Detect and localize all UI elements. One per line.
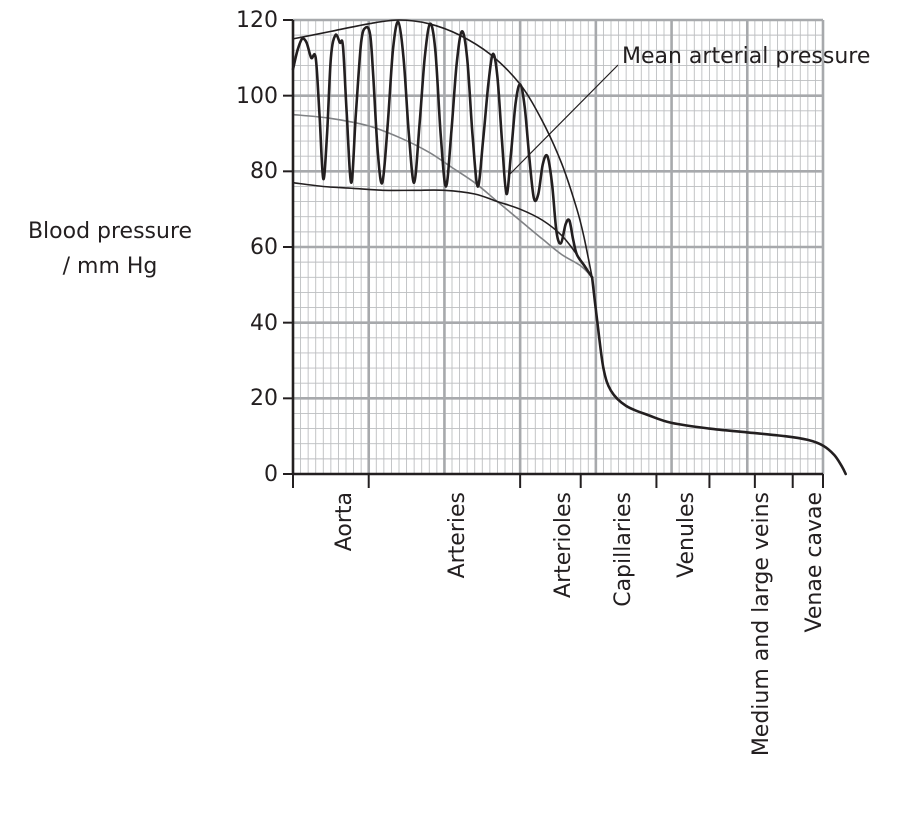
y-tick-label: 20 bbox=[250, 386, 278, 411]
axes bbox=[283, 19, 824, 488]
venous-pressure-line bbox=[590, 276, 847, 476]
annotation-leader-line bbox=[509, 64, 619, 175]
y-tick-label: 40 bbox=[250, 311, 278, 336]
y-axis-label: Blood pressure / mm Hg bbox=[28, 219, 192, 279]
systolic-envelope-line bbox=[292, 19, 593, 279]
y-tick-label: 0 bbox=[264, 462, 278, 487]
category-label: Aorta bbox=[332, 492, 357, 551]
curves bbox=[291, 19, 847, 476]
category-labels: Aorta Arteries Arterioles Capillaries Ve… bbox=[332, 492, 827, 756]
y-axis-label-line-2: / mm Hg bbox=[63, 254, 158, 279]
y-tick-label: 120 bbox=[236, 8, 278, 33]
category-label: Arterioles bbox=[551, 492, 576, 598]
mean-pressure-line bbox=[292, 113, 593, 279]
category-label: Capillaries bbox=[611, 492, 636, 607]
y-tick-label: 80 bbox=[250, 159, 278, 184]
y-tick-label: 60 bbox=[250, 235, 278, 260]
pulsatile-pressure-line bbox=[291, 20, 594, 279]
annotation: Mean arterial pressure bbox=[509, 44, 870, 175]
y-tick-label: 100 bbox=[236, 84, 278, 109]
y-tick-labels: 0 20 40 60 80 100 120 bbox=[236, 8, 278, 487]
grid-major bbox=[293, 18, 825, 474]
category-label: Medium and large veins bbox=[749, 492, 774, 756]
y-axis-label-line-1: Blood pressure bbox=[28, 219, 192, 244]
category-label: Venae cavae bbox=[802, 492, 827, 632]
diastolic-envelope-line bbox=[292, 181, 593, 279]
category-label: Arteries bbox=[445, 492, 470, 578]
annotation-label: Mean arterial pressure bbox=[622, 44, 870, 69]
category-label: Venules bbox=[674, 492, 699, 578]
